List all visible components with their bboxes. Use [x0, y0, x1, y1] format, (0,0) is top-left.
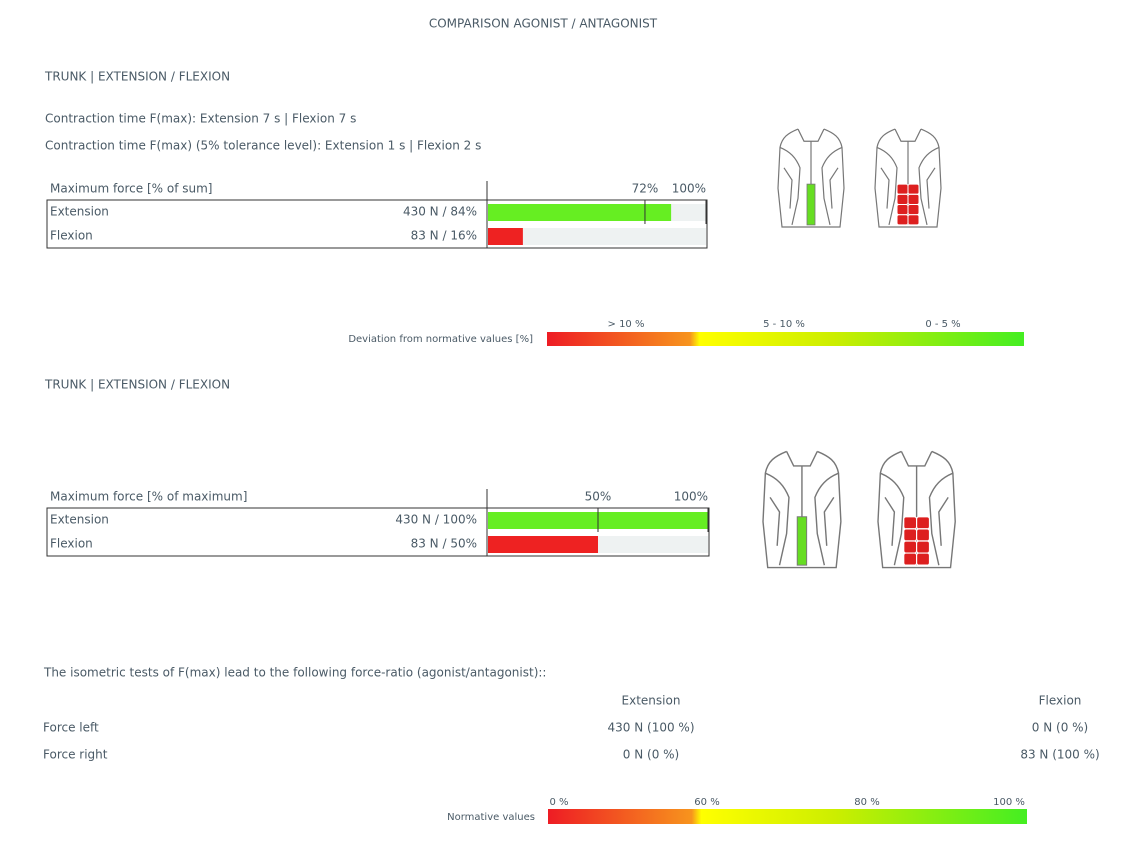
bar [488, 536, 598, 553]
scale-tick-label: 100% [672, 182, 706, 196]
bar [488, 204, 672, 221]
legend-label: Deviation from normative values [%] [348, 334, 533, 345]
scale-tick-label: 50% [585, 490, 612, 504]
row-value-label: 83 N / 50% [411, 537, 477, 551]
legend-tick: 0 % [549, 797, 568, 808]
note: Contraction time F(max): Extension 7 s |… [45, 112, 356, 126]
section-heading: TRUNK | EXTENSION / FLEXION [44, 70, 230, 84]
row-label: Force right [43, 748, 108, 762]
legend-tick: 80 % [854, 797, 879, 808]
scale-tick-label: 72% [632, 182, 659, 196]
legend-tick: 0 - 5 % [925, 319, 960, 330]
front-muscle-figure [875, 129, 941, 227]
note: Contraction time F(max) (5% tolerance le… [45, 139, 481, 153]
back-muscle-figure [763, 451, 841, 567]
chart-header: Maximum force [% of sum] [50, 182, 212, 196]
deviation-gradient [547, 332, 1024, 346]
front-muscle-figure [878, 451, 955, 567]
legend-tick: 100 % [993, 797, 1025, 808]
normative-gradient [548, 809, 1027, 824]
row-value-label: 83 N / 16% [411, 229, 477, 243]
legend-tick: 60 % [694, 797, 719, 808]
chart-frame [46, 507, 710, 557]
scale-tick-label: 100% [674, 490, 708, 504]
legend-tick: 5 - 10 % [763, 319, 805, 330]
row-label: Extension [50, 513, 109, 527]
row-label: Flexion [50, 537, 93, 551]
chart-header: Maximum force [% of maximum] [50, 490, 247, 504]
row-label: Extension [50, 205, 109, 219]
cell: 430 N (100 %) [608, 721, 695, 735]
legend-tick: > 10 % [608, 319, 645, 330]
column-header: Extension [622, 694, 681, 708]
bar [488, 228, 523, 245]
page-title: COMPARISON AGONIST / ANTAGONIST [429, 17, 658, 31]
legend-label: Normative values [447, 812, 535, 823]
row-label: Force left [43, 721, 99, 735]
row-value-label: 430 N / 100% [395, 513, 477, 527]
ratio-intro: The isometric tests of F(max) lead to th… [43, 666, 546, 680]
row-value-label: 430 N / 84% [403, 205, 477, 219]
cell: 0 N (0 %) [623, 748, 679, 762]
section-heading: TRUNK | EXTENSION / FLEXION [44, 378, 230, 392]
cell: 0 N (0 %) [1032, 721, 1088, 735]
cell: 83 N (100 %) [1020, 748, 1099, 762]
bar-track [488, 228, 706, 245]
column-header: Flexion [1039, 694, 1082, 708]
chart-frame [46, 199, 708, 249]
row-label: Flexion [50, 229, 93, 243]
back-muscle-figure [778, 129, 844, 227]
